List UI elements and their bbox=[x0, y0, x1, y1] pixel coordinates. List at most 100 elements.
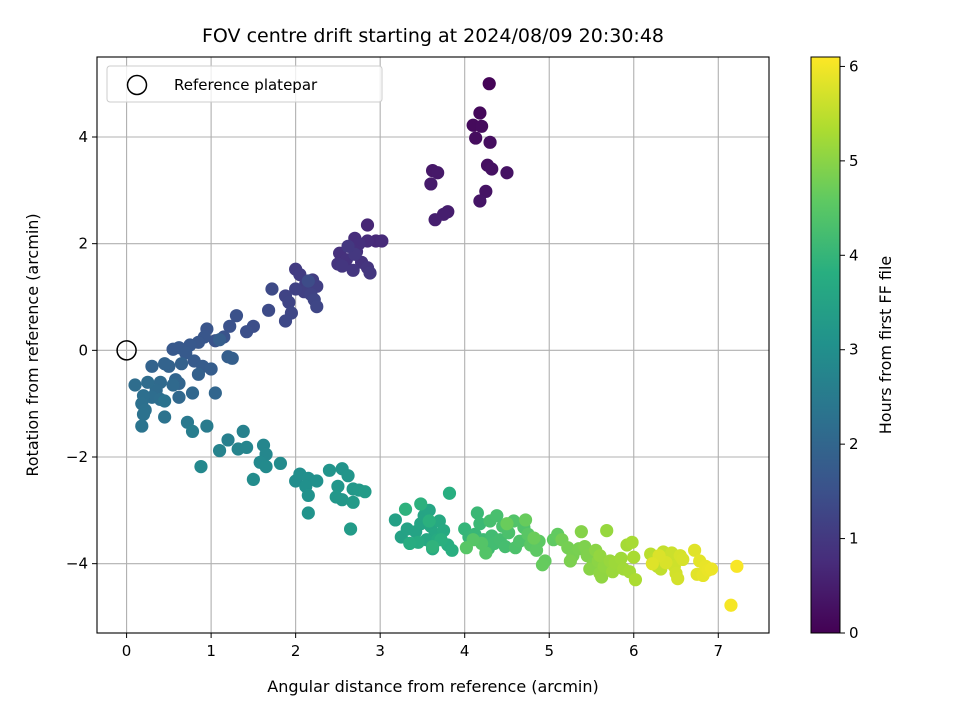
data-point bbox=[212, 444, 227, 458]
data-point bbox=[136, 407, 151, 421]
data-point bbox=[208, 386, 222, 400]
data-point bbox=[236, 424, 250, 438]
data-point bbox=[422, 514, 436, 528]
legend: Reference platepar bbox=[106, 65, 383, 103]
data-point bbox=[470, 506, 484, 520]
data-point bbox=[278, 314, 293, 328]
data-point bbox=[414, 497, 428, 511]
data-point bbox=[485, 162, 499, 176]
data-point bbox=[221, 433, 235, 447]
data-point bbox=[425, 540, 440, 554]
colorbar-tick-label: 1 bbox=[849, 530, 859, 548]
data-point bbox=[595, 570, 609, 584]
colorbar-tick-label: 0 bbox=[849, 624, 859, 642]
y-axis-ticks: −4 −2 0 2 4 bbox=[66, 128, 97, 573]
y-tick-label: 2 bbox=[78, 235, 88, 253]
data-point bbox=[335, 259, 349, 273]
x-tick-label: 3 bbox=[375, 642, 385, 660]
legend-box bbox=[106, 65, 383, 103]
data-point bbox=[500, 166, 514, 180]
data-point bbox=[375, 234, 389, 248]
data-point bbox=[158, 410, 172, 424]
data-point bbox=[341, 469, 355, 483]
y-axis-label: Rotation from reference (arcmin) bbox=[23, 213, 42, 476]
data-point bbox=[479, 184, 493, 198]
data-point bbox=[360, 218, 375, 232]
data-point bbox=[428, 213, 442, 227]
data-point bbox=[346, 495, 360, 509]
data-point bbox=[204, 362, 218, 376]
data-point bbox=[145, 359, 159, 373]
data-point bbox=[600, 524, 614, 538]
data-point bbox=[475, 119, 489, 133]
data-point bbox=[166, 378, 180, 392]
plot-frame bbox=[96, 56, 770, 634]
data-point bbox=[704, 562, 719, 576]
data-point bbox=[388, 513, 402, 527]
data-point bbox=[483, 135, 497, 149]
chart-title: FOV centre drift starting at 2024/08/09 … bbox=[202, 25, 664, 47]
data-point bbox=[627, 550, 641, 564]
data-point bbox=[172, 390, 186, 404]
x-tick-label: 7 bbox=[714, 642, 724, 660]
scatter-points bbox=[128, 77, 744, 612]
data-point bbox=[459, 541, 473, 555]
colorbar-tick-label: 5 bbox=[849, 152, 859, 170]
reference-platepar-marker bbox=[116, 340, 137, 361]
legend-marker-icon bbox=[126, 74, 148, 96]
data-point bbox=[229, 309, 244, 323]
x-tick-label: 2 bbox=[291, 642, 301, 660]
data-point bbox=[174, 357, 189, 371]
data-point bbox=[358, 485, 372, 499]
data-point bbox=[335, 493, 349, 507]
data-point bbox=[322, 463, 337, 477]
colorbar-tick-label: 2 bbox=[849, 435, 859, 453]
colorbar-tick-label: 3 bbox=[849, 341, 859, 359]
data-point bbox=[179, 346, 193, 360]
data-point bbox=[240, 325, 254, 339]
data-point bbox=[535, 558, 550, 572]
data-point bbox=[185, 386, 200, 400]
data-point bbox=[645, 557, 659, 571]
data-point bbox=[500, 517, 514, 531]
data-point bbox=[628, 573, 643, 587]
data-point bbox=[676, 552, 690, 567]
data-point bbox=[194, 460, 208, 474]
data-point bbox=[498, 540, 512, 554]
data-point bbox=[625, 535, 639, 549]
data-point bbox=[166, 342, 180, 356]
data-point bbox=[688, 543, 702, 557]
data-point bbox=[301, 274, 315, 288]
x-tick-label: 4 bbox=[460, 642, 470, 660]
y-tick-label: −4 bbox=[66, 555, 88, 573]
x-tick-label: 0 bbox=[122, 642, 132, 660]
data-point bbox=[730, 559, 744, 573]
x-tick-label: 5 bbox=[544, 642, 554, 660]
x-axis-label: Angular distance from reference (arcmin) bbox=[267, 677, 598, 696]
colorbar-tick-label: 6 bbox=[849, 57, 859, 75]
data-point bbox=[310, 300, 324, 314]
data-point bbox=[158, 394, 172, 408]
data-point bbox=[363, 266, 377, 280]
data-point bbox=[593, 549, 607, 563]
data-point bbox=[259, 460, 273, 474]
x-axis-ticks: 0 1 2 3 4 5 6 7 bbox=[122, 633, 723, 660]
data-point bbox=[473, 194, 487, 208]
data-point bbox=[246, 472, 260, 486]
data-point bbox=[301, 488, 315, 502]
data-point bbox=[473, 106, 487, 120]
data-point bbox=[614, 551, 628, 565]
data-point bbox=[282, 295, 296, 309]
data-point bbox=[191, 367, 206, 381]
y-tick-label: 0 bbox=[78, 341, 88, 359]
data-point bbox=[445, 543, 459, 557]
data-point bbox=[225, 351, 239, 365]
data-point bbox=[265, 282, 279, 296]
data-point bbox=[473, 517, 487, 531]
data-point bbox=[261, 303, 276, 317]
x-tick-label: 6 bbox=[629, 642, 639, 660]
data-point bbox=[141, 375, 155, 389]
data-point bbox=[469, 131, 483, 145]
x-tick-label: 1 bbox=[206, 642, 216, 660]
data-point bbox=[158, 357, 172, 371]
